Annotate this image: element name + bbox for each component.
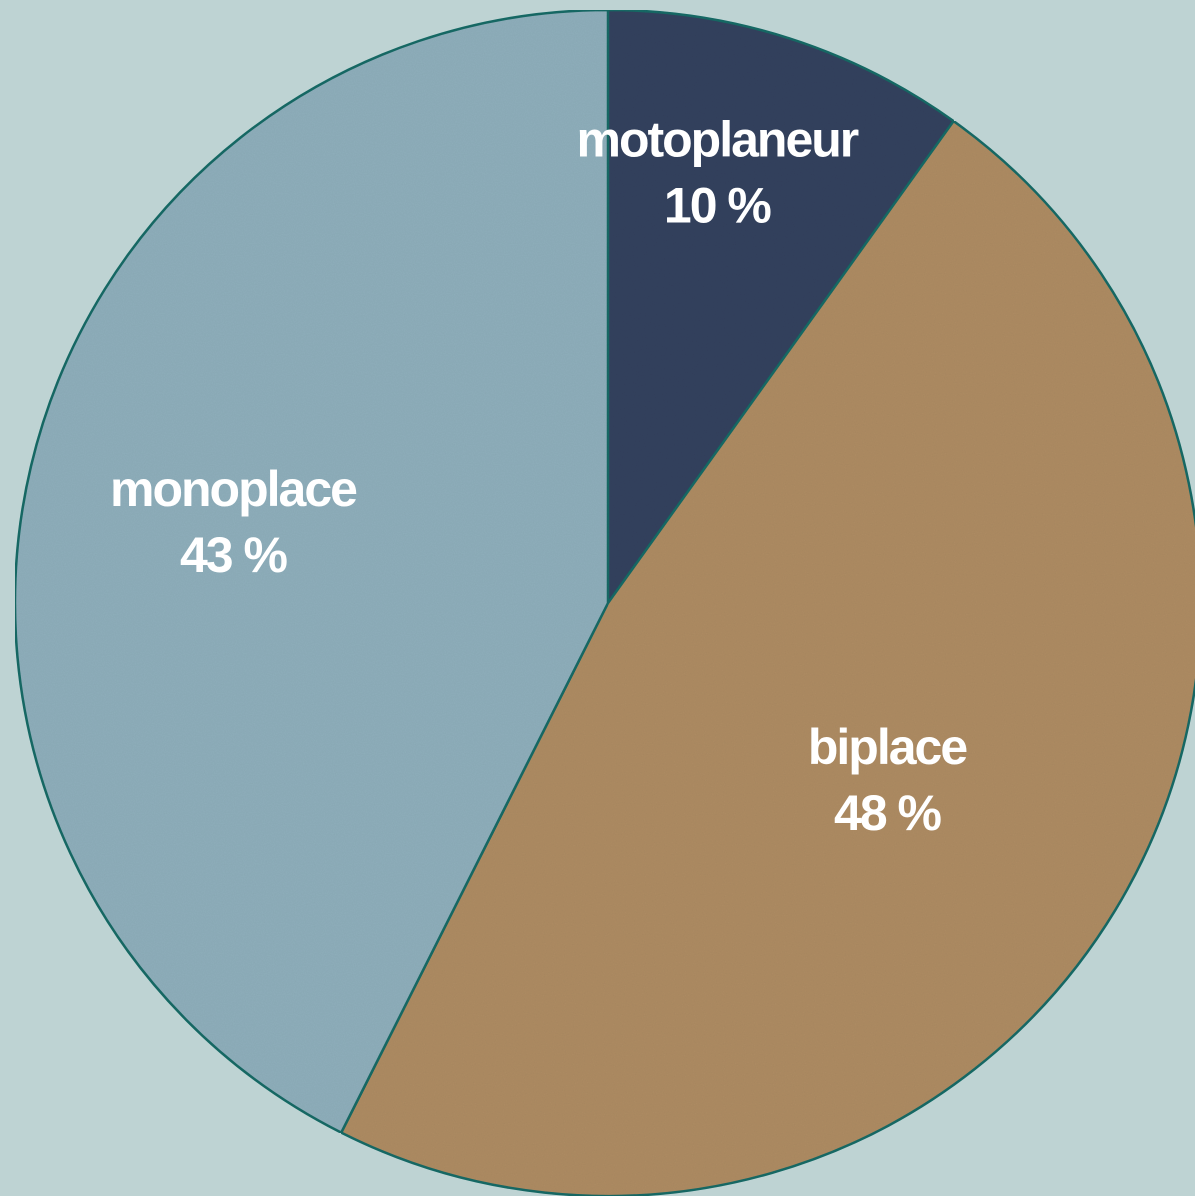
slice-value-motoplaneur: 10 % bbox=[664, 177, 772, 233]
slice-label-monoplace: monoplace bbox=[110, 461, 357, 517]
slice-value-biplace: 48 % bbox=[834, 785, 942, 841]
labels-layer: motoplaneur 10 % biplace 48 % monoplace 43 % bbox=[110, 111, 969, 841]
slices-layer bbox=[13, 8, 1195, 1196]
slice-label-biplace: biplace bbox=[808, 719, 967, 775]
slice-label-motoplaneur: motoplaneur bbox=[576, 111, 858, 167]
pie-slice-motoplaneur bbox=[606, 8, 956, 607]
slice-value-monoplace: 43 % bbox=[180, 527, 288, 583]
pie-slice-monoplace bbox=[13, 8, 610, 1135]
